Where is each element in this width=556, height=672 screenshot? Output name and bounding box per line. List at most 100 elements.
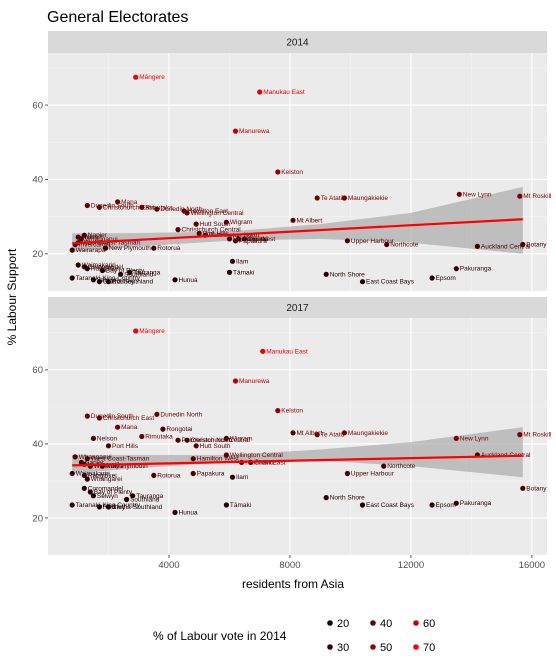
- data-point-label: Te Atatū: [321, 432, 345, 439]
- data-point-label: Christchurch Central: [182, 227, 242, 234]
- data-point-label: West Coast-Tasman: [82, 240, 141, 247]
- y-axis-2017: 20 40 60: [32, 365, 48, 524]
- facet-panel-2014: 2014 20 40 60 Māngere Manukau East Manurewa Kel…: [32, 31, 552, 292]
- data-point: [75, 262, 81, 268]
- data-point-label: Ōhāriu: [248, 235, 268, 243]
- data-point-label: Rodney: [112, 279, 135, 286]
- data-point-label: Mt Albert: [297, 217, 323, 224]
- data-point: [232, 238, 239, 244]
- data-point: [154, 206, 160, 212]
- facet-strip: [48, 297, 547, 318]
- facet-strip: [48, 31, 547, 53]
- y-axis-title: % Labour Support: [5, 248, 19, 345]
- data-point-label: Manurewa: [239, 128, 270, 135]
- data-point-label: New Lynn: [463, 191, 492, 198]
- data-point: [223, 452, 229, 458]
- data-point-label: Christchurch East: [103, 204, 154, 211]
- data-point-label: Whangarei: [91, 476, 122, 483]
- data-point-label: Northcote: [387, 463, 416, 470]
- data-point-label: Manukau East: [266, 348, 308, 355]
- data-point-label: Ōhāriu: [254, 458, 274, 466]
- data-point-label: Invercargill: [79, 242, 111, 249]
- data-point: [90, 435, 96, 441]
- data-point: [520, 485, 526, 491]
- facet-panels: 2014 20 40 60 Māngere Manukau East Manurewa Kel…: [32, 31, 552, 556]
- data-point-label: Upper Harbour: [351, 471, 395, 478]
- data-point: [242, 236, 248, 242]
- legend-swatch: [370, 644, 376, 650]
- legend-label: 30: [337, 642, 349, 654]
- fit-line: [72, 454, 523, 467]
- data-point: [172, 277, 178, 283]
- data-point-label: Auckland Central: [481, 243, 531, 250]
- data-point: [84, 266, 90, 272]
- data-point: [257, 89, 263, 95]
- legend-swatch: [413, 644, 419, 650]
- data-point-label: Bay of Plenty: [106, 268, 145, 275]
- data-point: [69, 275, 75, 281]
- data-point: [139, 433, 145, 440]
- data-point: [96, 204, 102, 210]
- data-point: [359, 502, 366, 508]
- data-points: Māngere Manukau East Manurewa Kelston Dunedi…: [69, 328, 552, 516]
- x-tick-label: 16000: [519, 560, 545, 571]
- y-tick-label: 40: [32, 439, 43, 450]
- data-point-label: Mt Roskill: [523, 432, 552, 439]
- data-point: [453, 435, 459, 441]
- x-tick-label: 12000: [398, 560, 424, 571]
- data-point: [323, 271, 329, 277]
- data-point: [69, 247, 75, 253]
- data-point-label: Rotorua: [157, 245, 181, 252]
- data-point: [133, 328, 139, 334]
- data-point: [78, 236, 84, 242]
- data-point: [87, 489, 93, 495]
- data-point-label: Rimutaka: [145, 204, 173, 211]
- data-point-label: Bay of Plenty: [94, 489, 133, 496]
- data-point-label: Tauranga: [136, 493, 163, 500]
- data-point: [323, 495, 329, 501]
- data-point-label: Mana: [121, 424, 138, 431]
- data-point-label: Māngere: [139, 328, 165, 335]
- data-point-label: New Lynn: [460, 435, 489, 442]
- data-point-label: Epsom: [436, 502, 456, 509]
- data-point: [105, 504, 112, 510]
- data-point: [72, 454, 78, 460]
- x-axis-title: residents from Asia: [242, 577, 344, 591]
- data-point: [151, 472, 157, 478]
- data-point-label: Wellington Central: [230, 452, 284, 459]
- x-tick-label: 4000: [158, 560, 179, 571]
- data-point-label: Hamilton West: [197, 456, 239, 463]
- data-point: [314, 195, 320, 201]
- data-point: [517, 193, 523, 199]
- data-point-label: Port Hills: [112, 443, 139, 450]
- data-point-label: Nelson: [82, 234, 103, 241]
- data-point: [344, 238, 350, 244]
- y-tick-label: 60: [32, 100, 43, 111]
- data-point: [81, 232, 87, 238]
- data-point-label: Hamilton East: [188, 208, 229, 215]
- data-point-label: Botany: [526, 242, 547, 249]
- legend-swatch: [327, 644, 333, 650]
- data-point: [520, 241, 526, 248]
- data-point: [115, 424, 121, 430]
- data-point-label: Papakura: [239, 238, 267, 245]
- data-point-label: Pakuranga: [460, 266, 492, 273]
- data-point-label: North Shore: [330, 495, 365, 502]
- data-point: [184, 437, 190, 443]
- data-point-label: Rangitīkei: [91, 266, 120, 273]
- data-point-label: East Coast Bays: [366, 502, 415, 509]
- data-point: [90, 493, 96, 499]
- data-point: [223, 219, 229, 225]
- x-tick-label: 8000: [279, 560, 300, 571]
- data-point: [84, 476, 90, 482]
- data-point-label: Rotorua: [157, 472, 181, 479]
- data-point: [81, 485, 87, 491]
- x-axis: 4000 8000 12000 16000: [158, 555, 545, 571]
- data-point: [175, 227, 181, 233]
- data-point: [96, 415, 102, 421]
- data-point-label: Waimakariri: [82, 262, 116, 269]
- data-point-label: North Shore: [330, 271, 365, 278]
- data-point-label: Clutha-Southland: [103, 279, 154, 286]
- data-point-label: Rongotai: [166, 426, 192, 433]
- data-point: [190, 470, 196, 477]
